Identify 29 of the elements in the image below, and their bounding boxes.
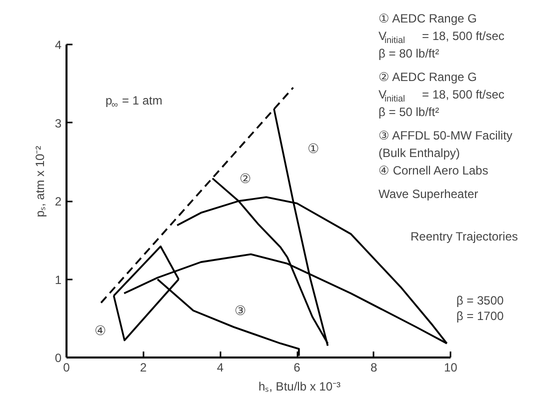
y-tick-label: 2 — [54, 194, 62, 209]
annotation: Wave Superheater — [378, 187, 478, 201]
annotation: ② AEDC Range G — [378, 70, 477, 84]
text: ① AEDC Range G — [378, 12, 477, 26]
y-tick-label: 4 — [54, 38, 62, 52]
annotation: ④ — [94, 323, 106, 338]
annotation: ③ AFFDL 50-MW Facility — [378, 128, 512, 142]
x-tick-label: 4 — [216, 360, 224, 374]
annotation: ② — [239, 171, 252, 186]
annotation: Reentry Trajectories — [410, 230, 518, 244]
annotation: ③ — [234, 303, 246, 318]
y-tick-label: 1 — [54, 272, 62, 287]
annotation: β = 50 lb/ft² — [378, 105, 440, 119]
y-tick-label: 0 — [54, 351, 62, 365]
x-axis-title: hₛ, Btu/lb x 10⁻³ — [258, 380, 341, 394]
text: β = 3500 — [456, 293, 504, 308]
x-tick-label: 10 — [444, 360, 458, 374]
x-tick-label: 8 — [370, 360, 378, 374]
y-tick-label: 3 — [54, 116, 62, 130]
x-tick-label: 6 — [294, 360, 301, 374]
annotation: (Bulk Enthalpy) — [378, 146, 460, 160]
annotation: β = 80 lb/ft² — [378, 46, 440, 60]
annotation: p∞ = 1 atm — [106, 94, 162, 110]
series-label: β = 1700 — [456, 309, 504, 324]
x-tick-label: 0 — [63, 360, 70, 374]
annotation: ① — [307, 141, 320, 156]
x-tick-label: 2 — [140, 360, 147, 374]
y-axis-title: pₛ, atm x 10⁻² — [32, 146, 47, 218]
annotation: ④ Cornell Aero Labs — [378, 164, 488, 178]
